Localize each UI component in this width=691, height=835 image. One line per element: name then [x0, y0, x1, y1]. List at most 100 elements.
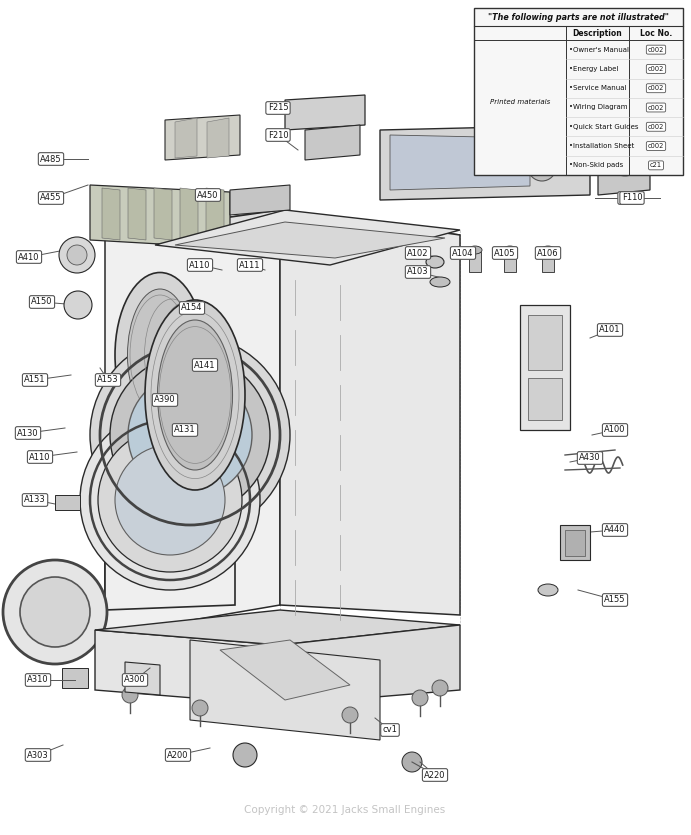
- Text: A485: A485: [40, 154, 61, 164]
- Polygon shape: [565, 530, 585, 556]
- Text: Loc No.: Loc No.: [640, 28, 672, 38]
- Text: c002: c002: [647, 104, 664, 110]
- Ellipse shape: [541, 246, 555, 254]
- Polygon shape: [598, 120, 650, 195]
- Polygon shape: [175, 222, 445, 258]
- Text: A105: A105: [494, 249, 515, 257]
- Text: A310: A310: [27, 676, 49, 685]
- Text: A133: A133: [24, 495, 46, 504]
- Circle shape: [80, 410, 260, 590]
- Polygon shape: [55, 495, 80, 510]
- Polygon shape: [175, 118, 197, 158]
- Polygon shape: [155, 210, 460, 265]
- Text: c002: c002: [647, 85, 664, 91]
- Polygon shape: [560, 525, 590, 560]
- Text: A102: A102: [407, 249, 428, 257]
- Polygon shape: [469, 252, 481, 272]
- Circle shape: [115, 445, 225, 555]
- Ellipse shape: [426, 256, 444, 268]
- Text: •Wiring Diagram: •Wiring Diagram: [569, 104, 627, 110]
- Text: •Non-Skid pads: •Non-Skid pads: [569, 162, 623, 169]
- Circle shape: [128, 373, 252, 497]
- Polygon shape: [102, 188, 120, 240]
- Text: A110: A110: [189, 261, 211, 270]
- Text: •Quick Start Guides: •Quick Start Guides: [569, 124, 638, 129]
- Ellipse shape: [430, 277, 450, 287]
- Circle shape: [59, 237, 95, 273]
- Circle shape: [110, 355, 270, 515]
- Polygon shape: [95, 630, 280, 705]
- Polygon shape: [206, 188, 224, 240]
- Text: A155: A155: [604, 595, 626, 605]
- Ellipse shape: [128, 289, 193, 421]
- Text: A103: A103: [407, 267, 429, 276]
- Polygon shape: [285, 95, 365, 130]
- Text: A450: A450: [197, 190, 219, 200]
- Polygon shape: [165, 115, 240, 160]
- Circle shape: [90, 335, 290, 535]
- Text: •Installation Sheet: •Installation Sheet: [569, 143, 634, 149]
- Text: "The following parts are not illustrated": "The following parts are not illustrated…: [488, 13, 669, 22]
- Polygon shape: [542, 252, 554, 272]
- Polygon shape: [230, 185, 290, 215]
- Text: c002: c002: [647, 124, 664, 129]
- Polygon shape: [528, 315, 562, 370]
- Ellipse shape: [538, 584, 558, 596]
- Text: •Owner's Manual: •Owner's Manual: [569, 47, 629, 53]
- Text: c002: c002: [647, 66, 664, 72]
- Text: c002: c002: [647, 47, 664, 53]
- Text: F110: F110: [620, 194, 641, 203]
- Text: Printed materials: Printed materials: [490, 99, 550, 105]
- Text: A141: A141: [194, 361, 216, 370]
- Polygon shape: [190, 640, 380, 740]
- Polygon shape: [95, 610, 460, 645]
- Text: A410: A410: [18, 252, 40, 261]
- Text: A100: A100: [604, 426, 626, 434]
- Text: A150: A150: [31, 297, 53, 306]
- Text: cv1: cv1: [383, 726, 397, 735]
- Polygon shape: [125, 662, 160, 695]
- Text: A106: A106: [537, 249, 559, 257]
- Polygon shape: [528, 378, 562, 420]
- Polygon shape: [62, 668, 88, 688]
- Ellipse shape: [145, 300, 245, 490]
- Polygon shape: [220, 640, 350, 700]
- Ellipse shape: [503, 246, 517, 254]
- Polygon shape: [280, 210, 460, 615]
- Text: A303: A303: [27, 751, 49, 760]
- Circle shape: [192, 700, 208, 716]
- Polygon shape: [128, 188, 146, 240]
- Text: c21: c21: [650, 162, 662, 169]
- Circle shape: [233, 743, 257, 767]
- Text: A104: A104: [452, 249, 474, 257]
- Text: A131: A131: [174, 426, 196, 434]
- Circle shape: [20, 577, 90, 647]
- Text: A154: A154: [181, 303, 202, 312]
- Circle shape: [3, 560, 107, 664]
- Text: •Service Manual: •Service Manual: [569, 85, 627, 91]
- Circle shape: [402, 752, 422, 772]
- Bar: [474, 8, 683, 175]
- Text: A130: A130: [17, 428, 39, 438]
- Text: F215: F215: [267, 104, 288, 113]
- Text: A455: A455: [40, 194, 61, 203]
- Text: A101: A101: [599, 326, 621, 335]
- Circle shape: [432, 680, 448, 696]
- Polygon shape: [280, 625, 460, 705]
- Polygon shape: [207, 118, 229, 158]
- Text: A430: A430: [579, 453, 600, 463]
- Text: A111: A111: [239, 261, 261, 270]
- Polygon shape: [390, 135, 530, 190]
- Text: F110: F110: [622, 194, 643, 203]
- Circle shape: [67, 245, 87, 265]
- Circle shape: [541, 158, 549, 166]
- Polygon shape: [105, 385, 235, 610]
- Text: A390: A390: [154, 396, 176, 404]
- Text: JACKS
SMALL ENGINES: JACKS SMALL ENGINES: [147, 458, 423, 521]
- Circle shape: [607, 140, 643, 176]
- Polygon shape: [180, 188, 198, 240]
- Text: Description: Description: [573, 28, 623, 38]
- Polygon shape: [520, 305, 570, 430]
- Text: A110: A110: [29, 453, 50, 462]
- Polygon shape: [305, 125, 360, 160]
